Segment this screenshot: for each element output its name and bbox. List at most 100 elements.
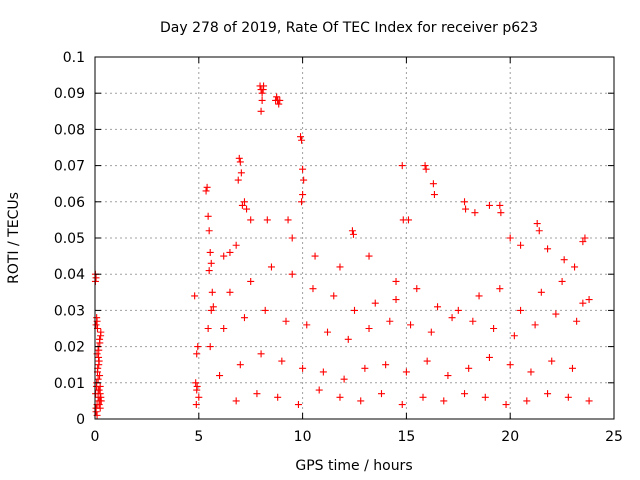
x-tick-labels: 0 5 10 15 20 25 (91, 429, 623, 445)
data-point (92, 408, 100, 416)
data-point (422, 165, 430, 173)
data-point (469, 317, 477, 325)
y-tick-label: 0.07 (54, 159, 85, 175)
data-point (253, 390, 261, 398)
data-point (427, 328, 435, 336)
data-point (204, 325, 212, 332)
data-point (243, 205, 251, 213)
data-point (208, 288, 216, 296)
data-point (232, 241, 240, 249)
data-point (97, 332, 105, 340)
data-point (299, 165, 307, 173)
data-point (92, 390, 100, 398)
data-point (465, 364, 473, 372)
data-point (298, 136, 306, 144)
data-point (278, 357, 286, 365)
data-point (502, 401, 510, 409)
data-point (573, 317, 581, 325)
data-point (257, 350, 265, 358)
data-point (349, 230, 357, 238)
data-point (299, 364, 307, 372)
data-point (92, 382, 100, 390)
data-point (300, 176, 308, 184)
data-point (506, 234, 514, 242)
data-point (475, 292, 483, 300)
data-point (205, 267, 213, 275)
data-point (413, 285, 421, 293)
data-point (94, 375, 102, 383)
data-point (533, 220, 541, 228)
data-point (430, 191, 438, 199)
data-point (206, 343, 214, 351)
data-point (407, 321, 415, 329)
data-point (299, 191, 307, 199)
data-point (226, 288, 234, 296)
data-point (206, 248, 214, 256)
data-point (319, 368, 327, 376)
data-point (429, 180, 437, 188)
data-point (95, 353, 103, 361)
data-point (444, 372, 452, 380)
data-point (94, 386, 102, 394)
y-tick-label: 0.01 (54, 376, 85, 392)
chart-title: Day 278 of 2019, Rate Of TEC Index for r… (160, 20, 538, 36)
data-point (226, 248, 234, 256)
data-point (238, 201, 246, 209)
data-point (288, 270, 296, 278)
data-point (351, 306, 358, 314)
data-point (247, 277, 255, 285)
data-point (523, 397, 531, 405)
data-point (324, 328, 332, 336)
data-point (204, 212, 212, 220)
data-point (496, 285, 504, 293)
data-point (544, 245, 552, 253)
data-point (552, 310, 560, 318)
data-point (348, 227, 356, 235)
data-point (517, 306, 525, 314)
data-point (434, 303, 442, 311)
data-point (309, 285, 317, 293)
data-point (531, 321, 539, 329)
data-point (544, 390, 552, 398)
data-point (558, 277, 566, 285)
data-point (96, 339, 104, 347)
data-point (95, 401, 103, 409)
data-point (481, 393, 489, 401)
data-point (440, 397, 448, 405)
data-point (203, 183, 211, 191)
data-point (298, 198, 306, 206)
data-point (282, 317, 290, 325)
y-tick-label: 0.05 (54, 231, 85, 247)
data-point (303, 321, 311, 329)
data-point (386, 317, 394, 325)
data-point (92, 274, 100, 282)
data-point (240, 198, 248, 206)
data-point (490, 325, 498, 332)
data-point (535, 227, 543, 235)
data-point (207, 259, 215, 267)
data-point (311, 252, 319, 260)
data-point (419, 393, 427, 401)
data-point (330, 292, 338, 300)
data-point (240, 314, 248, 322)
data-point (382, 361, 390, 369)
data-point (448, 314, 456, 322)
data-point (485, 201, 493, 209)
data-point (267, 263, 275, 271)
y-tick-label: 0.08 (54, 122, 85, 138)
data-point (568, 364, 576, 372)
data-point (96, 404, 104, 412)
data-point (423, 357, 431, 365)
data-point (506, 361, 514, 369)
data-point (207, 306, 215, 314)
data-point (497, 209, 505, 217)
data-point (257, 107, 265, 115)
data-point (402, 368, 410, 376)
data-point (581, 234, 589, 242)
data-point (195, 393, 203, 401)
x-tick-label: 5 (194, 429, 203, 445)
data-point (192, 401, 200, 409)
data-point (461, 390, 469, 398)
data-point (517, 241, 525, 249)
data-point (274, 393, 282, 401)
